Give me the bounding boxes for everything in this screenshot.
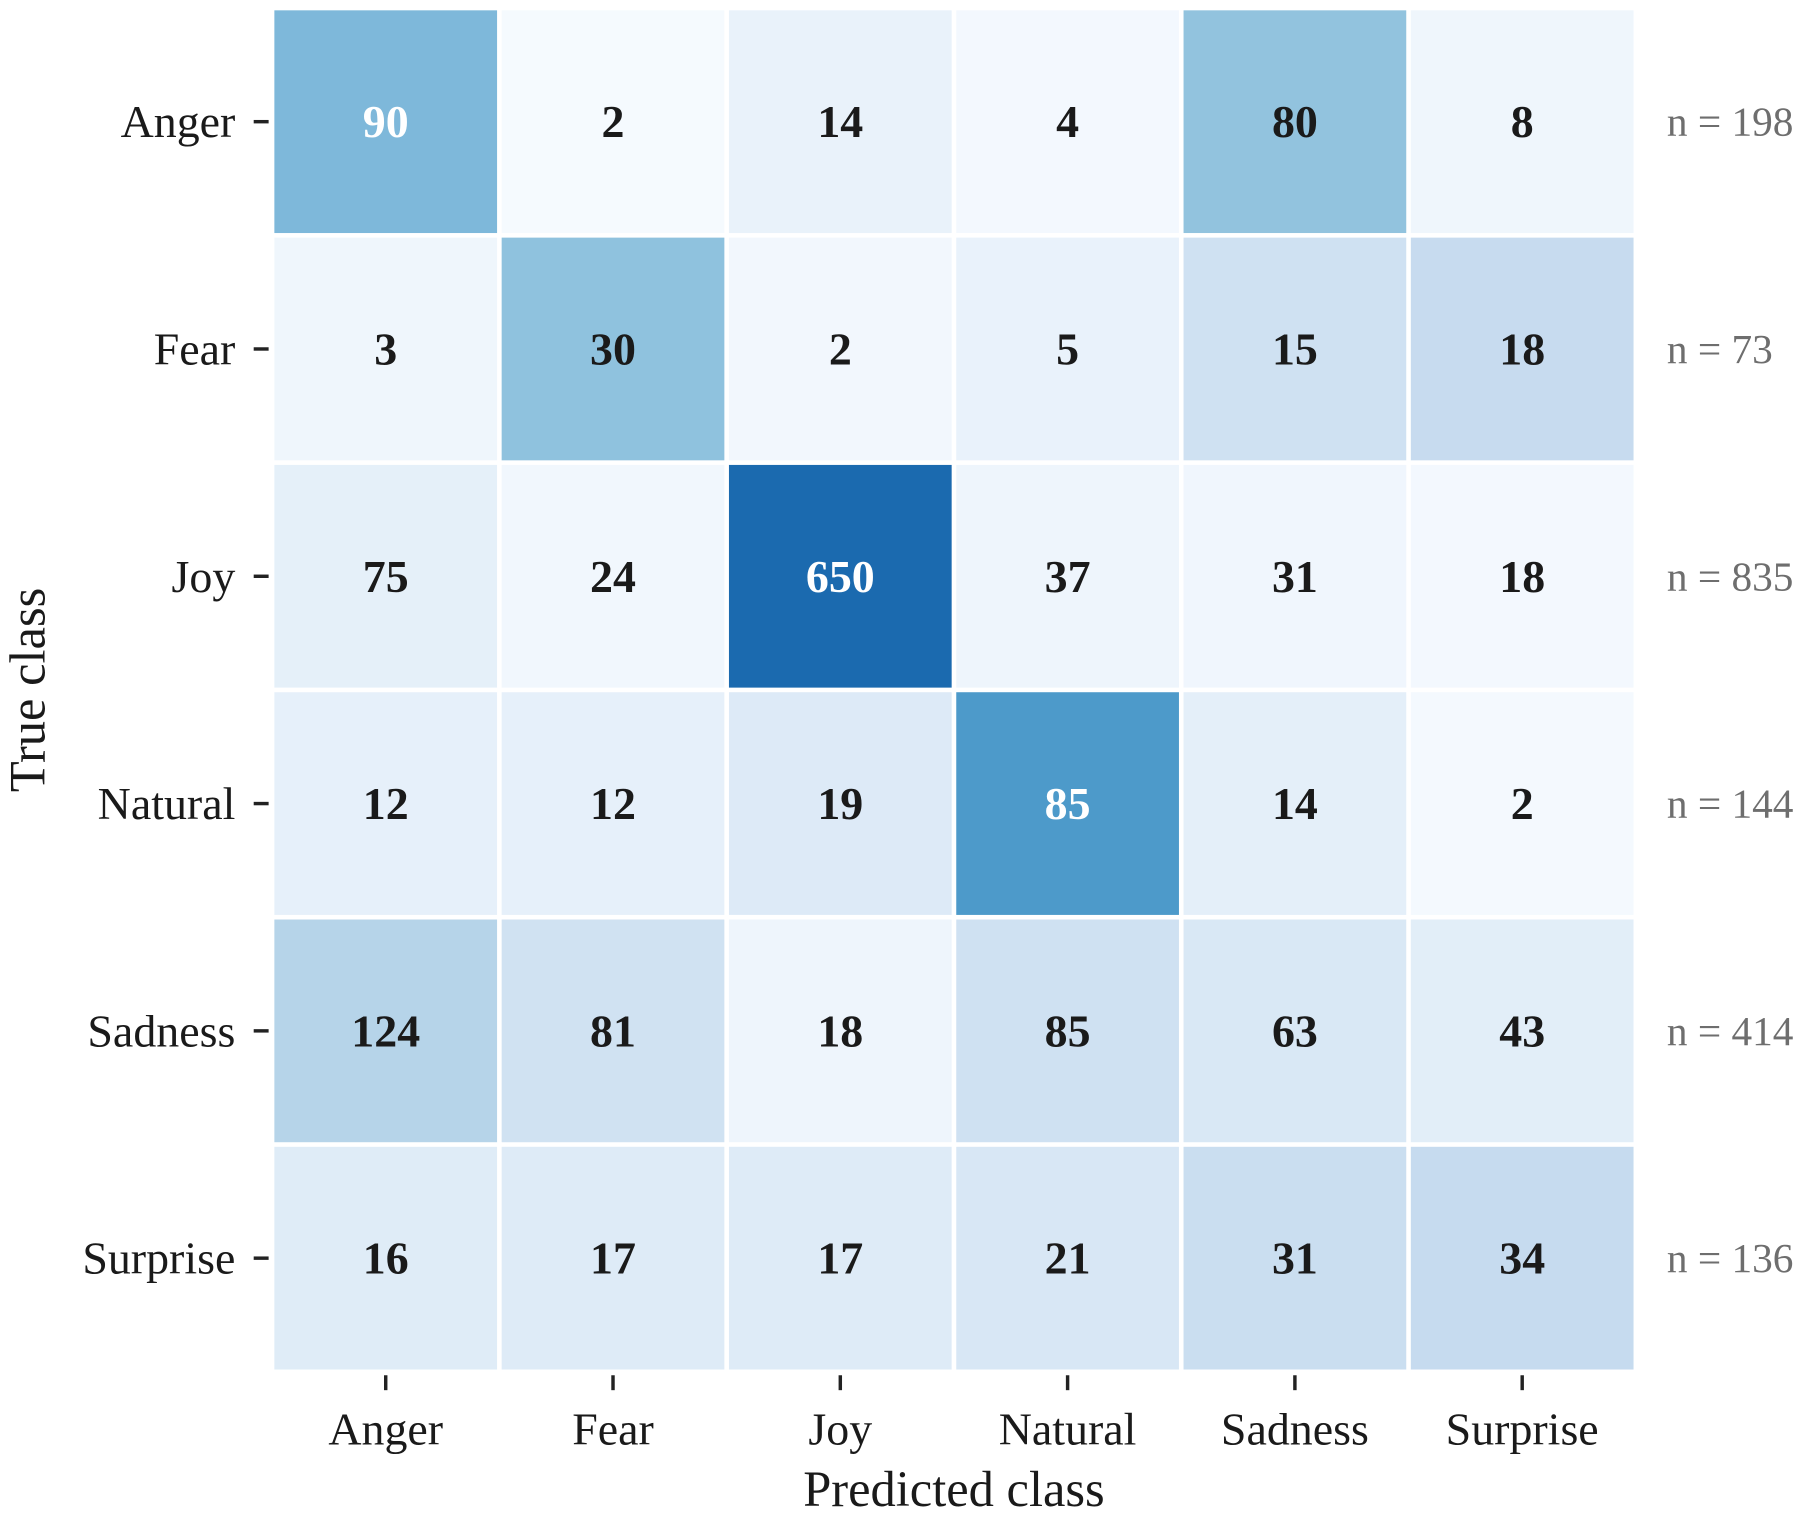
heatmap-cell — [501, 237, 725, 461]
heatmap-cell — [1410, 10, 1634, 234]
cell-value-label: 24 — [590, 551, 636, 602]
cell-value-label: 17 — [590, 1233, 636, 1284]
y-axis-title: True class — [0, 588, 56, 792]
cell-value-label: 124 — [351, 1005, 420, 1056]
cell-value-label: 12 — [590, 778, 636, 829]
cell-value-label: 2 — [602, 96, 625, 147]
heatmap-cell — [956, 464, 1179, 688]
cell-value-label: 18 — [817, 1005, 863, 1056]
cell-value-label: 12 — [363, 778, 409, 829]
cell-value-label: 30 — [590, 323, 636, 374]
x-tick-label: Joy — [808, 1404, 872, 1455]
cell-value-label: 18 — [1499, 551, 1545, 602]
heatmap-cell — [728, 919, 952, 1143]
row-total-label: n = 136 — [1667, 1235, 1794, 1281]
heatmap-cell — [501, 692, 725, 915]
x-tick-label: Anger — [328, 1404, 443, 1455]
row-total-label: n = 414 — [1667, 1008, 1794, 1054]
y-axis: Anger Fear Joy Natural Sadness Surprise — [82, 96, 269, 1284]
heatmap-cell — [274, 692, 498, 915]
cell-value-label: 17 — [817, 1233, 863, 1284]
cell-value-label: 21 — [1045, 1233, 1091, 1284]
heatmap-cell — [1410, 919, 1634, 1143]
y-tick-label: Joy — [172, 551, 236, 602]
heatmap-cell — [274, 10, 498, 234]
y-tick-label: Surprise — [82, 1233, 235, 1284]
heatmap-cell — [956, 1146, 1179, 1370]
y-tick-label: Sadness — [87, 1005, 235, 1056]
x-tick-label: Natural — [999, 1404, 1137, 1455]
cell-value-label: 18 — [1499, 323, 1545, 374]
cell-value-label: 90 — [363, 96, 409, 147]
heatmap-cell — [956, 237, 1179, 461]
heatmap-cell — [1183, 692, 1407, 915]
heatmap-cell — [956, 692, 1179, 915]
heatmap-cell — [1183, 919, 1407, 1143]
heatmap-cell — [274, 464, 498, 688]
cell-value-label: 31 — [1272, 1233, 1318, 1284]
y-tick-label: Anger — [121, 96, 236, 147]
heatmap-cell — [728, 10, 952, 234]
cell-value-label: 85 — [1045, 1005, 1091, 1056]
cell-value-label: 4 — [1056, 96, 1079, 147]
heatmap-cell — [274, 919, 498, 1143]
cell-value-label: 2 — [829, 323, 852, 374]
x-tick-label: Sadness — [1221, 1404, 1369, 1455]
cell-value-label: 15 — [1272, 323, 1318, 374]
row-total-label: n = 198 — [1667, 99, 1794, 145]
heatmap-cell — [1183, 464, 1407, 688]
cell-value-label: 31 — [1272, 551, 1318, 602]
cell-value-label: 8 — [1511, 96, 1534, 147]
cell-value-label: 34 — [1499, 1233, 1545, 1284]
heatmap-cell — [1410, 464, 1634, 688]
cell-value-label: 5 — [1056, 323, 1079, 374]
heatmap-cell — [1410, 237, 1634, 461]
cell-value-label: 37 — [1045, 551, 1091, 602]
cell-value-label: 75 — [363, 551, 409, 602]
heatmap-cell — [274, 237, 498, 461]
cell-value-label: 650 — [806, 551, 875, 602]
cell-value-label: 14 — [817, 96, 863, 147]
heatmap-cell — [1183, 10, 1407, 234]
heatmap-cell — [728, 464, 952, 688]
x-tick-label: Surprise — [1446, 1404, 1599, 1455]
x-tick-label: Fear — [572, 1404, 654, 1455]
heatmap-cell — [274, 1146, 498, 1370]
heatmap-cell — [956, 10, 1179, 234]
cell-value-label: 3 — [374, 323, 397, 374]
y-tick-label: Natural — [98, 778, 236, 829]
heatmap-cell — [1183, 1146, 1407, 1370]
heatmap-cell — [1183, 237, 1407, 461]
x-axis: Anger Fear Joy Natural Sadness Surprise — [328, 1375, 1599, 1455]
heatmap-cell — [1410, 692, 1634, 915]
heatmap-cell-labels: 90 2 14 4 80 8 3 30 2 5 15 18 75 24 650 37 31 18 12 12 19 85 1… — [351, 96, 1545, 1283]
heatmap-cell — [728, 237, 952, 461]
cell-value-label: 63 — [1272, 1005, 1318, 1056]
cell-value-label: 14 — [1272, 778, 1318, 829]
cell-value-label: 19 — [817, 778, 863, 829]
heatmap-cell — [728, 1146, 952, 1370]
x-axis-title: Predicted class — [803, 1461, 1105, 1517]
row-total-label: n = 835 — [1667, 553, 1794, 599]
cell-value-label: 80 — [1272, 96, 1318, 147]
cell-value-label: 85 — [1045, 778, 1091, 829]
cell-value-label: 2 — [1511, 778, 1534, 829]
cell-value-label: 81 — [590, 1005, 636, 1056]
heatmap-cell — [956, 919, 1179, 1143]
row-total-label: n = 73 — [1667, 326, 1773, 372]
row-total-label: n = 144 — [1667, 781, 1794, 827]
heatmap-cell — [501, 919, 725, 1143]
heatmap-cells — [274, 10, 1634, 1370]
heatmap-cell — [728, 692, 952, 915]
heatmap-cell — [501, 464, 725, 688]
y-tick-label: Fear — [154, 323, 236, 374]
row-totals: n = 198 n = 73 n = 835 n = 144 n = 414 n = 13… — [1667, 99, 1794, 1281]
heatmap-cell — [501, 10, 725, 234]
cell-value-label: 43 — [1499, 1005, 1545, 1056]
heatmap-cell — [1410, 1146, 1634, 1370]
cell-value-label: 16 — [363, 1233, 409, 1284]
heatmap-cell — [501, 1146, 725, 1370]
